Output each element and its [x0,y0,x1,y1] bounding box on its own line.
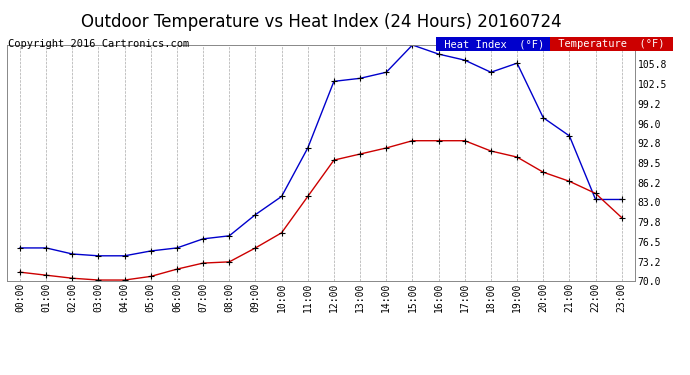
Text: Heat Index  (°F): Heat Index (°F) [438,39,551,50]
Text: Outdoor Temperature vs Heat Index (24 Hours) 20160724: Outdoor Temperature vs Heat Index (24 Ho… [81,13,561,31]
Text: Copyright 2016 Cartronics.com: Copyright 2016 Cartronics.com [8,39,190,50]
Text: Temperature  (°F): Temperature (°F) [552,39,671,50]
